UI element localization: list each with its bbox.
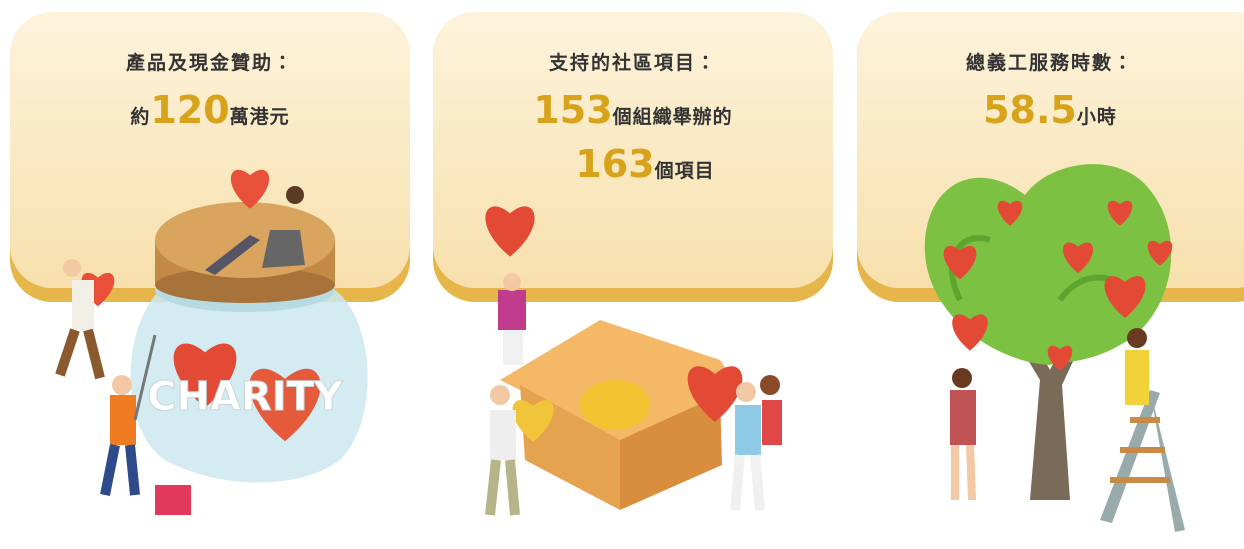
stat-number: 120 (150, 88, 229, 132)
card: 總義工服務時數： 58.5小時 (857, 48, 1243, 135)
stat-text: 小時 (1077, 106, 1117, 128)
stat-text: 約 (130, 106, 150, 128)
stat-text: 萬港元 (230, 106, 290, 128)
card-title: 支持的社區項目： (433, 48, 833, 75)
stat-line: 163個項目 (433, 139, 833, 189)
tree-illustration (925, 164, 1185, 532)
stat-number: 153 (533, 88, 612, 132)
stat-number: 58.5 (983, 88, 1077, 132)
page: CHARITY 產品及現金贊助： 約120萬港元 支持的社區項目： 153個組織… (0, 0, 1244, 549)
stat-line: 58.5小時 (857, 85, 1243, 135)
card-title: 產品及現金贊助： (10, 48, 410, 75)
card: 產品及現金贊助： 約120萬港元 (10, 48, 410, 135)
stat-text: 個項目 (655, 160, 715, 182)
card: 支持的社區項目： 153個組織舉辦的 163個項目 (433, 48, 833, 189)
card-title: 總義工服務時數： (857, 48, 1243, 75)
stat-number: 163 (575, 142, 654, 186)
illustration-text: CHARITY (147, 374, 344, 420)
stat-line: 153個組織舉辦的 (433, 85, 833, 135)
stat-text: 個組織舉辦的 (613, 106, 733, 128)
stat-line: 約120萬港元 (10, 85, 410, 135)
